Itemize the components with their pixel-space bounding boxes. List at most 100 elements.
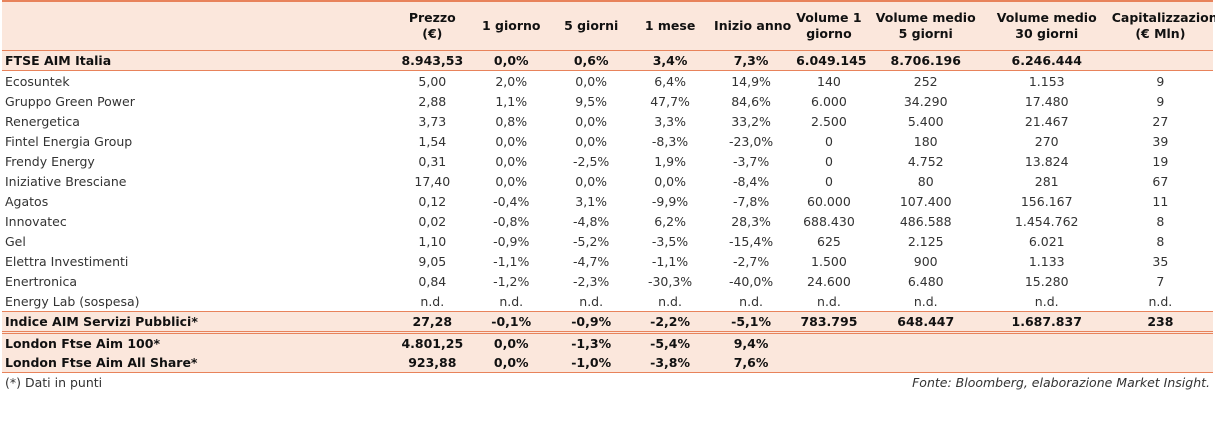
table-cell: 270 — [1034, 133, 1059, 149]
table-cell: 35 — [1152, 253, 1169, 269]
column-header-line1: Volume medio — [996, 10, 1097, 25]
table-row: Iniziative Bresciane 17,40 0,0% 0,0% 0,0% -8,… — [2, 171, 1213, 191]
table-cell: 3,1% — [575, 193, 608, 209]
table-row: Energy Lab (sospesa) n.d. n.d. n.d. n.d. n.d.… — [2, 291, 1213, 312]
table-cell: 84,6% — [731, 93, 771, 109]
table-cell: 688.430 — [803, 213, 855, 229]
table-cell: 0,6% — [552, 50, 631, 71]
column-header: 1 giorno — [470, 1, 553, 51]
table-cell: 0,31 — [418, 153, 447, 169]
table-cell: 24.600 — [807, 273, 851, 289]
table-cell: -0,9% — [552, 311, 631, 333]
column-header-line1: Capitalizzazione — [1111, 10, 1215, 25]
column-header-line1: Volume 1 — [796, 10, 862, 25]
table-cell: -2,3% — [573, 273, 610, 289]
table-cell: -4,7% — [573, 253, 610, 269]
table-cell: 1,54 — [418, 133, 447, 149]
table-cell: 0 — [824, 153, 833, 169]
column-header-line2: giorno — [806, 26, 852, 41]
table-cell — [1107, 353, 1213, 373]
table-row: Renergetica 3,73 0,8% 0,0% 3,3% 33,2% 2.500 5.4… — [2, 111, 1213, 131]
table-cell: 1.454.762 — [1014, 213, 1079, 229]
sector-index-row: Indice AIM Servizi Pubblici* 27,28 -0,1% -0… — [2, 311, 1213, 333]
table-row: Innovatec 0,02 -0,8% -4,8% 6,2% 28,3% 688.430 4… — [2, 211, 1213, 231]
table-cell: 11 — [1152, 193, 1169, 209]
table-cell: 900 — [913, 253, 938, 269]
london-index-row: London Ftse Aim All Share* 923,88 0,0% -1,0… — [2, 353, 1213, 373]
column-header-line2: 5 giorni — [898, 26, 953, 41]
table-cell: 0,12 — [418, 193, 447, 209]
table-cell: 9,05 — [418, 253, 447, 269]
london-index-row: London Ftse Aim 100* 4.801,25 0,0% -1,3% -5,… — [2, 331, 1213, 353]
table-cell: 0,0% — [495, 153, 528, 169]
table-row: Frendy Energy 0,31 0,0% -2,5% 1,9% -3,7% 0 4.75… — [2, 151, 1213, 171]
table-cell: 6.246.444 — [985, 50, 1108, 71]
table-cell: 9,5% — [575, 93, 608, 109]
table-cell: 6,4% — [654, 73, 686, 89]
table-cell — [792, 331, 866, 353]
column-header-line1: Volume medio — [875, 10, 976, 25]
table-cell: 8 — [1156, 233, 1165, 249]
table-row: Enertronica 0,84 -1,2% -2,3% -30,3% -40,0% 24.… — [2, 271, 1213, 291]
table-cell: 281 — [1034, 173, 1059, 189]
row-label: Gruppo Green Power — [5, 93, 135, 109]
table-cell: n.d. — [739, 293, 763, 309]
table-cell: 0,0% — [470, 50, 553, 71]
table-cell: -0,8% — [493, 213, 530, 229]
table-cell: 0,0% — [495, 173, 528, 189]
table-cell: -0,9% — [493, 233, 530, 249]
table-cell: -40,0% — [728, 273, 774, 289]
table-cell: 80 — [917, 173, 934, 189]
market-table-container: Prezzo (€) 1 giorno 5 giorni 1 mese Inizio an… — [2, 0, 1215, 390]
table-cell: 0,0% — [495, 133, 528, 149]
table-cell: 783.795 — [792, 311, 866, 333]
column-header-line2: 30 giorni — [1015, 26, 1079, 41]
table-cell: -5,4% — [630, 331, 711, 353]
table-cell: 8 — [1156, 213, 1165, 229]
table-cell: 6.049.145 — [792, 50, 867, 71]
table-cell: 1,1% — [495, 93, 528, 109]
table-cell: 19 — [1152, 153, 1169, 169]
table-cell: -15,4% — [728, 233, 774, 249]
table-cell — [1107, 331, 1213, 353]
table-cell: 0,0% — [575, 113, 608, 129]
row-label: London Ftse Aim 100* — [2, 331, 395, 353]
table-cell: 8.706.196 — [865, 50, 986, 71]
row-label: Innovatec — [5, 213, 67, 229]
table-cell: 5.400 — [907, 113, 944, 129]
row-label: Ecosuntek — [5, 73, 70, 89]
column-header: Inizio anno — [710, 1, 793, 51]
table-cell: 0,02 — [418, 213, 447, 229]
table-cell: 7,3% — [710, 50, 793, 71]
table-cell: 17.480 — [1024, 93, 1069, 109]
table-cell: -2,2% — [630, 311, 711, 333]
table-cell: n.d. — [913, 293, 938, 309]
column-header-line2: (€ Mln) — [1135, 26, 1186, 41]
row-label: Gel — [5, 233, 26, 249]
column-header: 1 mese — [630, 1, 711, 51]
table-cell: -1,3% — [552, 331, 631, 353]
table-cell: 180 — [913, 133, 938, 149]
table-cell: n.d. — [499, 293, 524, 309]
table-cell: 140 — [817, 73, 841, 89]
column-header: Volume 1 giorno — [792, 1, 866, 51]
table-cell: 13.824 — [1024, 153, 1069, 169]
table-cell: 9 — [1156, 93, 1165, 109]
table-cell: n.d. — [579, 293, 604, 309]
table-cell: -8,4% — [732, 173, 770, 189]
column-header-line1: Prezzo — [408, 10, 456, 25]
table-cell: 2.500 — [811, 113, 847, 129]
source-note: Fonte: Bloomberg, elaborazione Market In… — [912, 375, 1210, 390]
row-label: London Ftse Aim All Share* — [2, 353, 395, 373]
table-footer: (*) Dati in punti Fonte: Bloomberg, elab… — [2, 373, 1213, 390]
table-cell: 2,0% — [495, 73, 528, 89]
column-header: Volume medio 5 giorni — [865, 1, 986, 51]
table-cell: 6.000 — [811, 93, 847, 109]
table-cell: -1,1% — [651, 253, 689, 269]
row-label: Elettra Investimenti — [5, 253, 129, 269]
table-cell: 6.480 — [907, 273, 944, 289]
table-cell: 625 — [817, 233, 841, 249]
table-cell: 1.133 — [1028, 253, 1065, 269]
table-cell: 2,88 — [418, 93, 447, 109]
table-cell: -3,5% — [651, 233, 689, 249]
